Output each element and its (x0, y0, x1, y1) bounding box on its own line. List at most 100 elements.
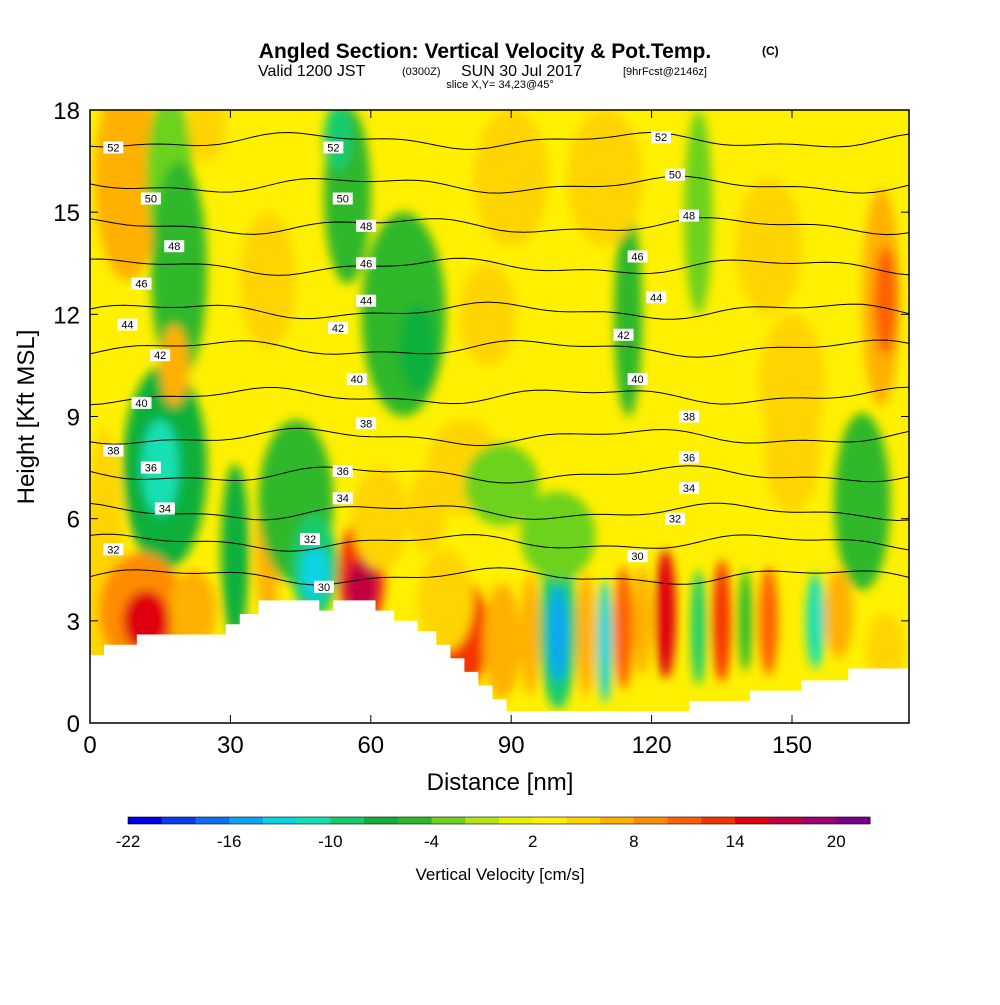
isentrope-36 (90, 465, 909, 484)
velocity-cell (548, 586, 568, 683)
colorbar-tick-label: 14 (726, 832, 745, 851)
velocity-cell (597, 579, 613, 703)
velocity-cell (873, 246, 898, 356)
contour-label-box (356, 417, 377, 430)
contour-label-box (131, 396, 152, 409)
contour-label-box (613, 328, 634, 341)
velocity-cell (806, 573, 825, 669)
contour-label-box (646, 291, 667, 304)
contour-label: 50 (337, 194, 349, 206)
contour-label-box (627, 250, 648, 263)
colorbar-swatch (364, 817, 399, 824)
contour-label-box (346, 373, 367, 386)
valid-time-prefix: Valid 1200 JST (258, 63, 366, 80)
contour-label: 52 (655, 132, 667, 144)
contour-label-box (150, 349, 171, 362)
contour-label: 42 (617, 330, 629, 342)
contour-label: 46 (631, 251, 643, 263)
contour-label: 34 (683, 483, 695, 495)
contour-label-box (679, 482, 700, 495)
colorbar-swatch (499, 817, 534, 824)
contour-label: 36 (683, 452, 695, 464)
contour-label-box (140, 461, 161, 474)
velocity-cell (473, 110, 549, 247)
contour-label: 48 (360, 221, 372, 233)
valid-date: SUN 30 Jul 2017 (461, 63, 582, 80)
colorbar-swatch (397, 817, 433, 824)
velocity-cell (655, 549, 676, 679)
colorbar-tick-label: -22 (116, 832, 141, 851)
contour-label-box (332, 192, 353, 205)
y-tick-label: 12 (53, 302, 80, 329)
colorbar-swatch (431, 817, 466, 824)
contour-label-box (627, 550, 648, 563)
plot-area: 52 52 52 50 50 50 48 48 48 46 46 46 44 44 44 42 42 42 40 40… (90, 110, 909, 723)
contour-label: 32 (304, 534, 316, 546)
contour-label: 48 (168, 241, 180, 253)
colorbar-swatch (296, 817, 331, 824)
velocity-cell (239, 212, 296, 349)
isentrope-46 (90, 257, 909, 276)
velocity-cell (520, 573, 540, 696)
colorbar-swatch (768, 817, 804, 824)
isentrope-40 (90, 386, 909, 406)
contour-label-box (679, 410, 700, 423)
isentrope-contours (90, 131, 909, 586)
velocity-cell (361, 212, 446, 417)
velocity-cell (352, 467, 409, 570)
x-tick-label: 150 (772, 732, 812, 759)
contour-label: 36 (337, 466, 349, 478)
contour-label-box (356, 257, 377, 270)
x-tick-label: 60 (357, 732, 384, 759)
colorbar-swatch (802, 817, 837, 824)
contour-label: 44 (121, 320, 133, 332)
velocity-cell (324, 110, 353, 172)
contour-label: 40 (631, 374, 643, 386)
velocity-cell (576, 573, 596, 696)
contour-label: 38 (360, 418, 372, 430)
velocity-cell (417, 549, 474, 652)
y-tick-label: 6 (67, 507, 80, 534)
velocity-cell (169, 569, 217, 652)
contour-label: 32 (107, 544, 119, 556)
velocity-cell (160, 324, 189, 407)
velocity-cell (188, 110, 226, 162)
contour-label-box (650, 131, 671, 144)
velocity-cell (520, 491, 596, 580)
isentrope-50 (90, 175, 909, 194)
contour-label: 52 (107, 142, 119, 154)
colorbar-swatch (229, 817, 264, 824)
velocity-cell (834, 413, 891, 591)
velocity-cell (221, 464, 250, 642)
isentrope-30 (90, 567, 909, 586)
contour-label: 34 (159, 503, 171, 515)
y-axis-label: Height [Kft MSL] (13, 330, 40, 505)
colorbar-swatch (836, 817, 871, 824)
contour-label-box (164, 240, 185, 253)
contour-label-box (356, 219, 377, 232)
colorbar-swatch (735, 817, 770, 824)
velocity-cell (567, 110, 643, 247)
colorbar-tick-label: 8 (629, 832, 638, 851)
y-tick-label: 15 (53, 200, 80, 227)
contour-label: 44 (360, 296, 372, 308)
colorbar-tick-label: 20 (827, 832, 846, 851)
contour-label-box (103, 543, 124, 556)
velocity-cell (712, 559, 732, 683)
contour-label: 40 (351, 374, 363, 386)
contour-label-box (332, 464, 353, 477)
isentrope-32 (90, 533, 909, 552)
colorbar-tick-label: 2 (528, 832, 537, 851)
contour-label-box (140, 192, 161, 205)
contour-label: 34 (337, 493, 349, 505)
colorbar-swatch (262, 817, 298, 824)
x-tick-label: 30 (217, 732, 244, 759)
contour-label-box (627, 373, 648, 386)
colorbar-swatch (128, 817, 163, 824)
velocity-cell (150, 161, 207, 380)
valid-time-utc: (0300Z) (402, 66, 441, 78)
colorbar-swatch (161, 817, 196, 824)
velocity-cell (866, 614, 905, 683)
colorbar-swatch (600, 817, 635, 824)
